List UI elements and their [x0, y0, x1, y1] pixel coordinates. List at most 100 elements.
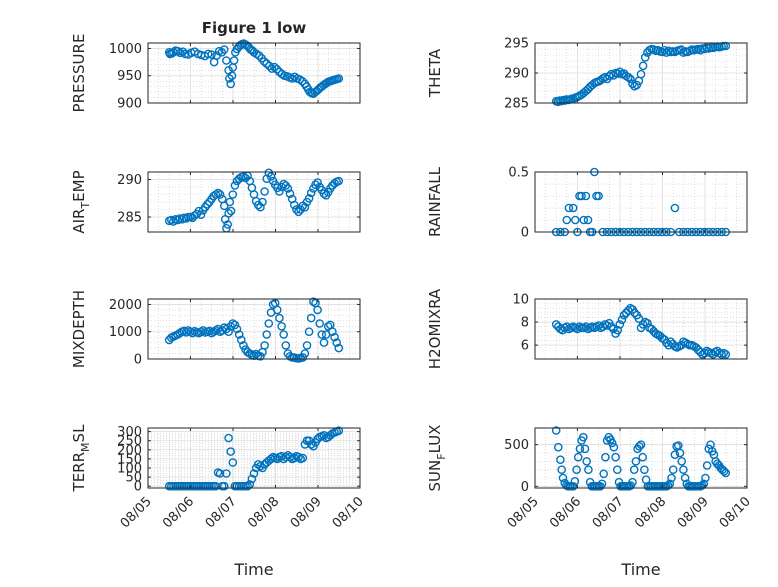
data-point	[328, 327, 337, 337]
y-axis-label: MIXDEPTH	[70, 290, 88, 368]
data-point	[624, 72, 633, 82]
data-point	[268, 300, 278, 309]
y-axis-label: AIRTEMP	[70, 170, 92, 233]
data-point	[599, 469, 609, 479]
data-point	[568, 481, 578, 491]
x-tick-label: 08/08	[632, 494, 669, 531]
y-tick-label: 2000	[109, 298, 142, 313]
data-point	[297, 76, 307, 86]
y-tick-label: 150	[117, 452, 142, 467]
data-point	[264, 319, 274, 328]
data-point	[634, 314, 644, 323]
data-point	[306, 188, 316, 198]
x-tick-label: 08/05	[505, 494, 542, 531]
y-tick-label: 50	[125, 471, 142, 486]
data-point	[211, 190, 221, 199]
data-point	[693, 345, 703, 355]
data-point	[306, 313, 316, 323]
data-point	[262, 59, 272, 69]
data-point	[272, 64, 282, 74]
data-point	[558, 473, 568, 483]
data-point	[663, 481, 673, 490]
data-point	[228, 190, 238, 199]
data-point	[230, 181, 240, 190]
data-point	[615, 67, 625, 77]
y-tick-label: 0	[521, 226, 529, 241]
data-point	[256, 461, 265, 471]
data-point	[213, 188, 223, 198]
data-point	[330, 178, 339, 188]
data-point	[332, 338, 342, 347]
axes-1: 900 950 1000 PRESSURE Figure 1 low	[70, 19, 361, 112]
data-point	[186, 327, 195, 337]
y-tick-label: 285	[117, 211, 142, 226]
data-point	[579, 215, 589, 225]
data-point	[667, 473, 676, 483]
data-point	[609, 324, 618, 334]
data-point	[699, 479, 709, 489]
data-point	[236, 335, 246, 345]
data-point	[572, 465, 581, 475]
data-point	[226, 447, 235, 456]
x-axis-label: Time	[233, 560, 273, 579]
data-point	[304, 327, 314, 337]
data-point	[234, 174, 244, 183]
data-point	[311, 180, 320, 189]
data-point	[721, 468, 731, 478]
y-tick-label: 0	[521, 480, 529, 495]
data-point	[334, 426, 344, 436]
data-point	[260, 187, 269, 196]
y-tick-label: 300	[117, 425, 142, 440]
data-point	[629, 465, 639, 475]
data-point	[309, 297, 318, 307]
y-tick-label: 900	[117, 97, 142, 112]
data-point	[270, 62, 279, 72]
data-point	[283, 184, 293, 193]
data-point	[281, 341, 291, 350]
data-point	[239, 172, 248, 181]
x-tick-label: 08/10	[330, 494, 367, 531]
data-point	[317, 330, 327, 339]
data-point	[228, 458, 238, 467]
x-tick-label: 08/05	[118, 494, 155, 531]
data-point	[207, 50, 216, 59]
axes-frame	[147, 171, 361, 233]
x-tick-label: 08/10	[717, 494, 754, 531]
data-point	[259, 57, 269, 66]
y-axis-label: TERRMSL	[70, 424, 92, 493]
data-point	[239, 341, 248, 350]
data-point	[557, 465, 567, 475]
data-point	[215, 469, 225, 478]
data-point	[701, 473, 710, 483]
data-point	[615, 320, 625, 329]
data-point	[638, 320, 648, 329]
data-point	[609, 442, 619, 452]
data-point	[266, 454, 276, 464]
data-point	[665, 479, 675, 489]
data-point	[300, 349, 310, 358]
y-tick-label: 0	[134, 480, 142, 495]
data-point	[306, 440, 316, 449]
y-tick-label: 290	[504, 67, 529, 82]
data-point	[679, 465, 688, 475]
data-point	[554, 442, 563, 452]
chart-title: Figure 1 low	[202, 19, 307, 37]
y-axis-label: RAINFALL	[426, 166, 444, 237]
data-point	[666, 337, 676, 347]
y-tick-label: 285	[504, 97, 529, 112]
y-tick-label: 950	[117, 69, 142, 84]
data-point	[719, 466, 729, 476]
data-point	[551, 320, 561, 329]
data-point	[691, 343, 701, 352]
axes-2: 285 290 295 THETA	[426, 37, 748, 112]
axes-3: 285 290 AIRTEMP	[70, 168, 361, 234]
data-point	[636, 69, 646, 79]
data-point	[313, 305, 322, 315]
data-point	[575, 444, 585, 454]
data-point	[573, 452, 583, 462]
data-point	[203, 49, 213, 59]
data-point	[203, 199, 212, 209]
data-point	[175, 328, 185, 338]
y-tick-label: 0	[134, 353, 142, 368]
